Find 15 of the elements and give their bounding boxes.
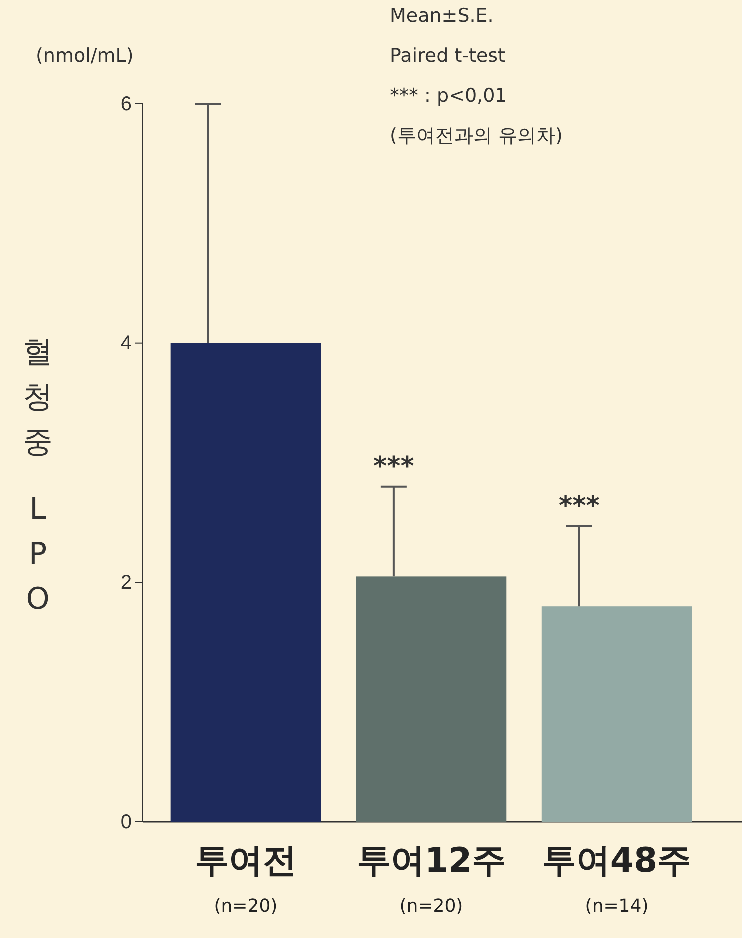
- x-tick-label: 투여12주 (n=20): [356, 841, 506, 917]
- y-tick-label: 4: [120, 332, 132, 355]
- annotation: *** : p<0,01: [390, 85, 508, 107]
- text: (nmol/mL): [36, 45, 134, 67]
- annotation: ***: [559, 491, 600, 522]
- annotation: (투여전과의 유의차): [390, 125, 563, 147]
- y-axis-title: 혈청중 LPO: [23, 335, 53, 617]
- y-tick-label: 2: [120, 572, 132, 594]
- x-tick-label: 투여48주 (n=14): [542, 841, 692, 917]
- annotation: ***: [374, 452, 415, 482]
- text: Paired t-test: [390, 45, 506, 67]
- y-tick-label: 0: [120, 811, 132, 834]
- x-tick-label: 투여전 (n=20): [194, 841, 297, 917]
- y-tick-label: 6: [120, 93, 132, 116]
- text: Mean±S.E.: [390, 5, 494, 27]
